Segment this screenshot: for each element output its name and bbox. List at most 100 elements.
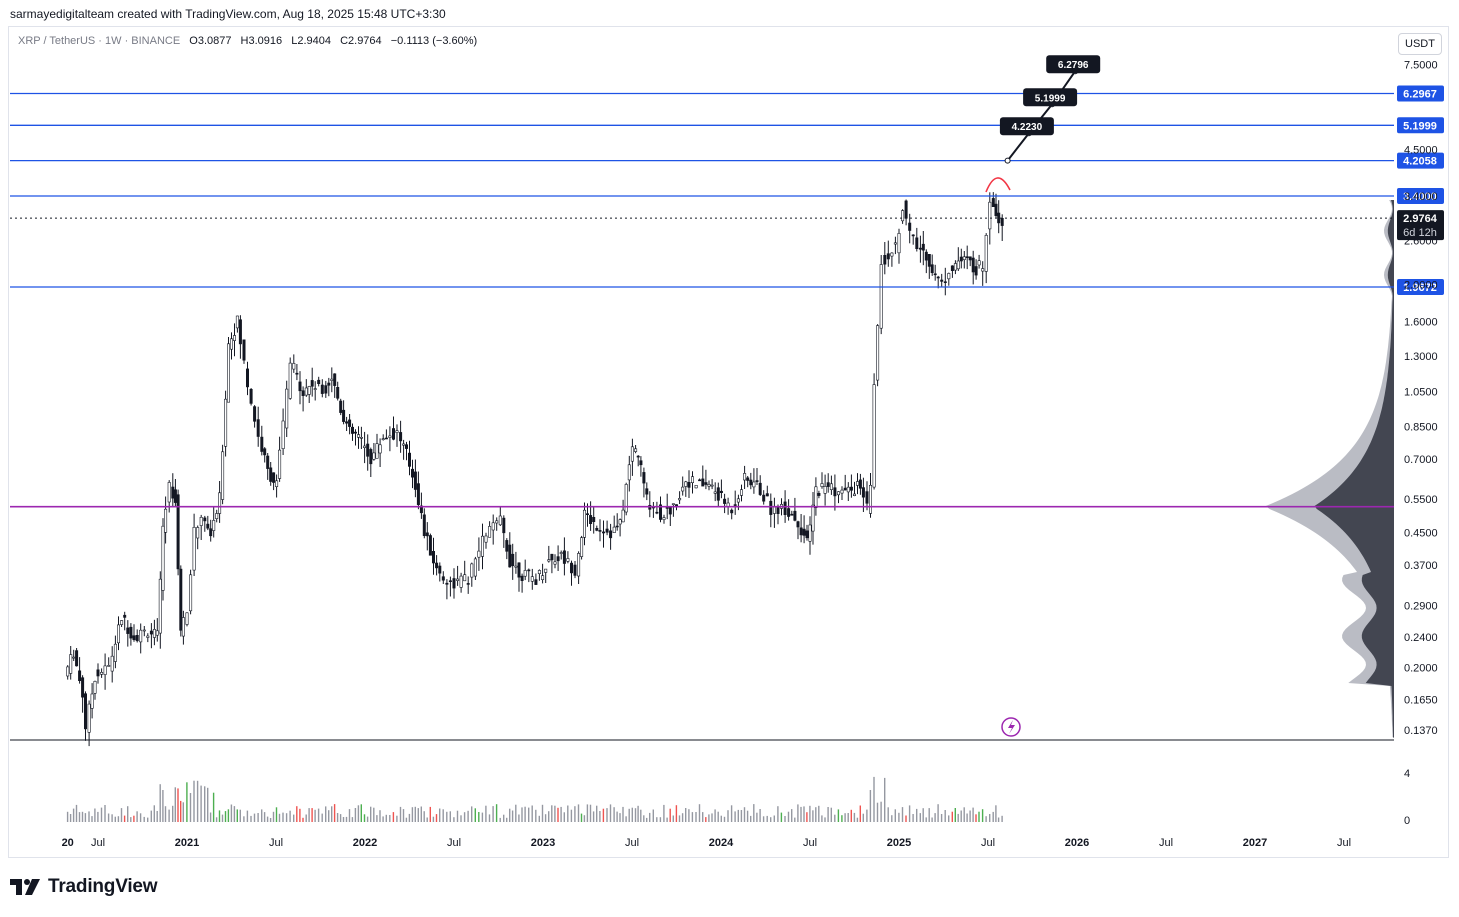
volume-bar	[928, 808, 930, 822]
tradingview-logo[interactable]: TradingView	[10, 876, 158, 898]
candle-body	[793, 510, 797, 521]
volume-bar	[331, 806, 333, 822]
x-axis-tick: Jul	[91, 837, 105, 849]
volume-bar	[901, 807, 904, 822]
candle-body	[235, 315, 239, 329]
volume-bar	[460, 815, 462, 822]
volume-bar	[628, 808, 630, 822]
candle-body	[953, 263, 957, 271]
y-axis-tick: 0.2400	[1404, 632, 1438, 644]
candle-body	[687, 481, 691, 488]
candle-body	[498, 515, 502, 526]
candle-body	[624, 484, 628, 513]
candle-body	[317, 379, 321, 385]
volume-bar	[111, 814, 113, 822]
volume-bar	[328, 810, 330, 822]
volume-bar	[898, 812, 900, 822]
volume-bar	[787, 811, 790, 822]
currency-button[interactable]: USDT	[1398, 33, 1442, 55]
volume-bar	[376, 815, 378, 822]
volume-bar	[420, 806, 422, 822]
y-axis-tick: 0.7000	[1404, 454, 1438, 466]
candle-body	[580, 537, 584, 557]
candle-body	[93, 680, 97, 694]
x-axis-tick: 2022	[353, 837, 377, 849]
volume-bar	[261, 809, 263, 822]
volume-bar	[743, 807, 746, 822]
volume-bar	[88, 811, 90, 822]
candle-body	[933, 273, 937, 276]
volume-bar	[827, 807, 829, 822]
volume-bar	[975, 814, 977, 822]
volume-bar	[937, 804, 939, 822]
volume-bar	[275, 807, 278, 822]
candle-body	[459, 575, 463, 588]
volume-bar	[708, 814, 710, 822]
volume-bar	[922, 808, 924, 822]
volume-bar	[503, 814, 505, 822]
candle-body	[872, 384, 876, 488]
volume-bar	[75, 804, 78, 822]
chart-frame	[8, 26, 1449, 858]
volume-bar	[640, 809, 642, 822]
candle-body	[605, 528, 609, 533]
candle-body	[865, 491, 869, 504]
candle-body	[930, 264, 934, 274]
volume-bar	[551, 805, 553, 822]
last-price-label: 2.9764	[1403, 213, 1438, 225]
candle-body	[585, 513, 589, 516]
symbol-name: XRP / TetherUS · 1W · BINANCE	[18, 35, 181, 47]
volume-bar	[373, 807, 375, 822]
candle-body	[858, 479, 862, 489]
volume-bar	[218, 810, 221, 822]
volume-bar	[592, 811, 595, 822]
volume-bar	[357, 805, 360, 822]
volume-bar	[992, 811, 994, 822]
volume-bar	[560, 806, 562, 822]
volume-bar	[321, 813, 323, 822]
brand-name: TradingView	[48, 876, 158, 897]
volume-bar	[104, 805, 106, 822]
candle-body	[615, 525, 619, 528]
candle-body	[66, 666, 70, 677]
candle-body	[772, 506, 776, 514]
volume-bar	[746, 810, 749, 822]
volume-bar	[589, 804, 592, 822]
volume-bar	[711, 813, 713, 822]
volume-bar	[296, 806, 298, 822]
candle-body	[805, 530, 809, 539]
volume-bar	[449, 811, 451, 822]
candle-body	[783, 501, 787, 515]
volume-bar	[784, 816, 786, 822]
volume-bar	[91, 816, 93, 822]
volume-bar	[180, 800, 182, 822]
candle-body	[799, 527, 803, 536]
close-key: C	[340, 35, 349, 47]
volume-bar	[580, 813, 583, 822]
candle-body	[544, 568, 548, 573]
candle-body	[846, 486, 850, 493]
target-label-bg	[1046, 55, 1101, 74]
volume-bar	[908, 805, 911, 822]
volume-bar	[423, 811, 425, 822]
volume-bar	[723, 816, 726, 822]
volume-bar	[189, 793, 192, 822]
target-path	[1006, 70, 1077, 162]
volume-bar	[120, 808, 123, 822]
volume-bar	[821, 815, 823, 822]
candle-body	[212, 520, 216, 531]
volume-bar	[227, 809, 230, 822]
volume-bar	[750, 815, 752, 822]
candle-body	[520, 575, 524, 581]
candle-body	[733, 504, 737, 506]
candle-body	[523, 570, 527, 577]
volume-bar	[797, 804, 799, 822]
volume-bar	[563, 812, 565, 822]
candle-body	[904, 200, 908, 219]
volume-bar	[853, 812, 856, 822]
candle-body	[431, 550, 435, 564]
candle-body	[395, 430, 399, 433]
candle-body	[636, 455, 640, 458]
candle-body	[713, 491, 717, 494]
